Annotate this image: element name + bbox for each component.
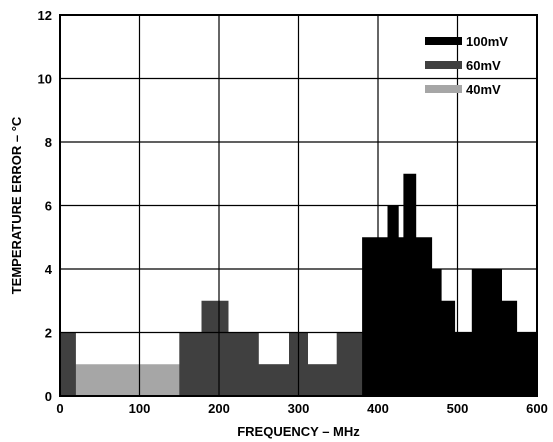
y-tick-label: 12	[38, 8, 52, 23]
legend: 100mV 60mV 40mV	[425, 34, 508, 97]
x-tick-label: 0	[56, 401, 63, 416]
legend-label-60mV: 60mV	[466, 58, 501, 73]
y-tick-label: 6	[45, 199, 52, 214]
x-tick-label: 100	[129, 401, 151, 416]
plot-frame	[59, 14, 538, 397]
x-tick-label: 500	[447, 401, 469, 416]
y-tick-label: 0	[45, 389, 52, 404]
legend-swatch-60mV	[425, 61, 462, 69]
legend-label-40mV: 40mV	[466, 82, 501, 97]
legend-swatch-100mV	[425, 37, 462, 45]
y-axis: 0 2 4 6 8 10 12	[38, 8, 53, 404]
series-area-100mV	[362, 173, 537, 396]
y-tick-label: 8	[45, 135, 52, 150]
x-tick-label: 300	[288, 401, 310, 416]
x-tick-label: 400	[367, 401, 389, 416]
legend-label-100mV: 100mV	[466, 34, 508, 49]
x-axis-label: FREQUENCY – MHz	[237, 424, 360, 439]
y-axis-label: TEMPERATURE ERROR – °C	[9, 116, 24, 294]
y-tick-label: 4	[45, 262, 53, 277]
x-tick-label: 600	[526, 401, 548, 416]
legend-swatch-40mV	[425, 85, 462, 93]
x-axis: 0 100 200 300 400 500 600	[56, 401, 547, 416]
grid	[59, 14, 538, 397]
y-tick-label: 2	[45, 326, 52, 341]
x-tick-label: 200	[208, 401, 230, 416]
y-tick-label: 10	[38, 72, 52, 87]
